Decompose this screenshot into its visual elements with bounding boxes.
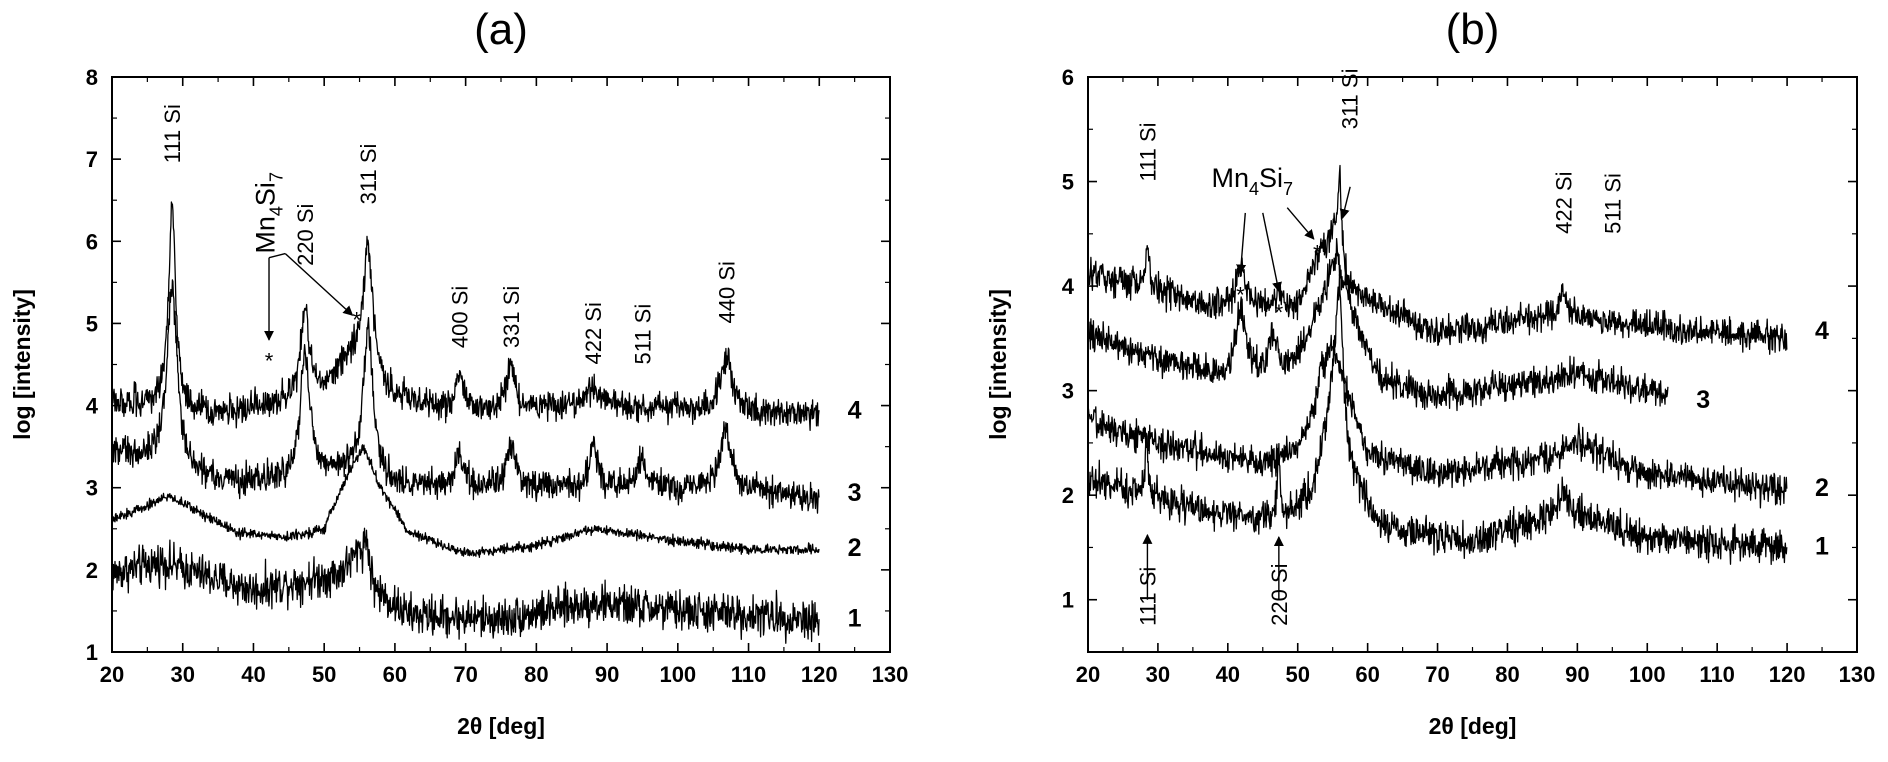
phase-star-marker: * xyxy=(265,348,274,373)
y-tick-label: 1 xyxy=(1062,588,1074,613)
mn4si7-label: Mn4Si7 xyxy=(1212,163,1294,199)
peak-label: 220 Si xyxy=(293,204,318,266)
x-tick-label: 70 xyxy=(1425,662,1449,687)
curve-label: 4 xyxy=(848,397,862,425)
phase-star-marker: * xyxy=(1236,282,1245,307)
x-tick-label: 90 xyxy=(1565,662,1589,687)
annotation-connector xyxy=(268,252,286,259)
peak-label: 440 Si xyxy=(715,261,740,323)
y-axis-title: log [intensity] xyxy=(9,289,35,440)
peak-label: 311 Si xyxy=(1337,69,1362,130)
mn-subscript: 4 xyxy=(1249,179,1259,199)
x-tick-label: 50 xyxy=(1285,662,1309,687)
chart-title: (b) xyxy=(1446,5,1500,54)
x-tick-label: 30 xyxy=(170,662,194,687)
x-tick-label: 80 xyxy=(1495,662,1519,687)
panel-b-chart: (b) 20 30 40 50 60 70 80 90 100 110 120 130 1 2 3 4 5 6 2θ … xyxy=(985,5,1875,739)
x-tick-label: 40 xyxy=(1216,662,1240,687)
annotation-arrow xyxy=(1262,212,1282,293)
x-tick-label: 90 xyxy=(595,662,619,687)
annotation-arrow xyxy=(1236,212,1247,275)
x-axis-title: 2θ [deg] xyxy=(457,713,545,739)
si-text: Si xyxy=(1259,163,1283,193)
series-line-4 xyxy=(111,201,820,431)
curve-label: 3 xyxy=(1696,386,1710,414)
x-tick-label: 60 xyxy=(383,662,407,687)
y-tick-label: 7 xyxy=(86,147,98,172)
series-line-2 xyxy=(111,444,820,558)
x-tick-label: 130 xyxy=(872,662,909,687)
series-line-3 xyxy=(111,279,820,514)
x-tick-label: 50 xyxy=(312,662,336,687)
peak-label: 311 Si xyxy=(356,144,381,205)
panel-a-chart: (a) 20 30 40 50 60 70 80 90 100 110 120 130 1 2 3 4 5 6 7 8 2… xyxy=(9,5,908,739)
x-tick-label: 80 xyxy=(524,662,548,687)
phase-star-marker: * xyxy=(1313,241,1322,266)
x-tick-label: 40 xyxy=(241,662,265,687)
peak-label: 511 Si xyxy=(1600,173,1625,234)
curve-label: 1 xyxy=(848,605,862,633)
curve-label: 2 xyxy=(1815,474,1829,502)
peak-label: 111 Si xyxy=(1135,122,1160,181)
mn4si7-label: Mn4Si7 xyxy=(251,172,287,254)
y-tick-label: 6 xyxy=(1062,65,1074,90)
annotation-arrow xyxy=(1339,186,1351,220)
peak-label: 511 Si xyxy=(630,304,655,365)
y-tick-label: 4 xyxy=(86,394,99,419)
curve-label: 3 xyxy=(848,479,862,507)
x-tick-label: 100 xyxy=(1629,662,1666,687)
series-line-4 xyxy=(1087,164,1788,355)
y-tick-label: 3 xyxy=(86,476,98,501)
series-line-1 xyxy=(111,527,820,644)
x-tick-label: 110 xyxy=(731,662,767,687)
mn-text: Mn xyxy=(1212,163,1250,193)
peak-label: 331 Si xyxy=(499,286,524,348)
series-line-3 xyxy=(1087,237,1669,412)
y-tick-label: 1 xyxy=(86,640,98,665)
y-axis-title: log [intensity] xyxy=(985,289,1011,440)
x-tick-label: 130 xyxy=(1839,662,1876,687)
y-tick-label: 3 xyxy=(1062,379,1074,404)
x-tick-label: 30 xyxy=(1146,662,1170,687)
peak-label: 400 Si xyxy=(447,286,472,348)
y-tick-label: 8 xyxy=(86,65,98,90)
y-tick-label: 6 xyxy=(86,229,98,254)
mn-text: Mn xyxy=(251,216,281,254)
y-tick-label: 5 xyxy=(86,311,98,336)
phase-star-marker: * xyxy=(1275,300,1284,325)
x-tick-label: 70 xyxy=(453,662,477,687)
x-tick-label: 120 xyxy=(801,662,838,687)
x-tick-label: 120 xyxy=(1769,662,1806,687)
annotation-arrow xyxy=(284,253,354,316)
peak-label: 422 Si xyxy=(1551,171,1576,233)
y-tick-label: 2 xyxy=(1062,483,1074,508)
phase-star-marker: * xyxy=(352,307,361,332)
chart-title: (a) xyxy=(474,5,528,54)
si-subscript: 7 xyxy=(267,172,287,182)
curve-label: 2 xyxy=(848,534,862,562)
peak-label: 422 Si xyxy=(581,302,606,364)
si-text: Si xyxy=(251,182,281,206)
si-subscript: 7 xyxy=(1283,179,1293,199)
series-line-2 xyxy=(1087,334,1788,509)
x-tick-label: 110 xyxy=(1699,662,1735,687)
series-line-1 xyxy=(1087,273,1788,566)
curve-label: 4 xyxy=(1815,317,1829,345)
x-tick-label: 100 xyxy=(659,662,696,687)
x-tick-label: 60 xyxy=(1355,662,1379,687)
x-tick-label: 20 xyxy=(1076,662,1100,687)
x-axis-title: 2θ [deg] xyxy=(1429,713,1517,739)
peak-label: 111 Si xyxy=(160,104,185,163)
curve-label: 1 xyxy=(1815,532,1829,560)
y-tick-label: 5 xyxy=(1062,170,1074,195)
y-tick-label: 4 xyxy=(1062,274,1075,299)
mn-subscript: 4 xyxy=(267,206,287,216)
x-tick-label: 20 xyxy=(100,662,124,687)
annotation-arrow xyxy=(1286,207,1315,240)
y-tick-label: 2 xyxy=(86,558,98,583)
